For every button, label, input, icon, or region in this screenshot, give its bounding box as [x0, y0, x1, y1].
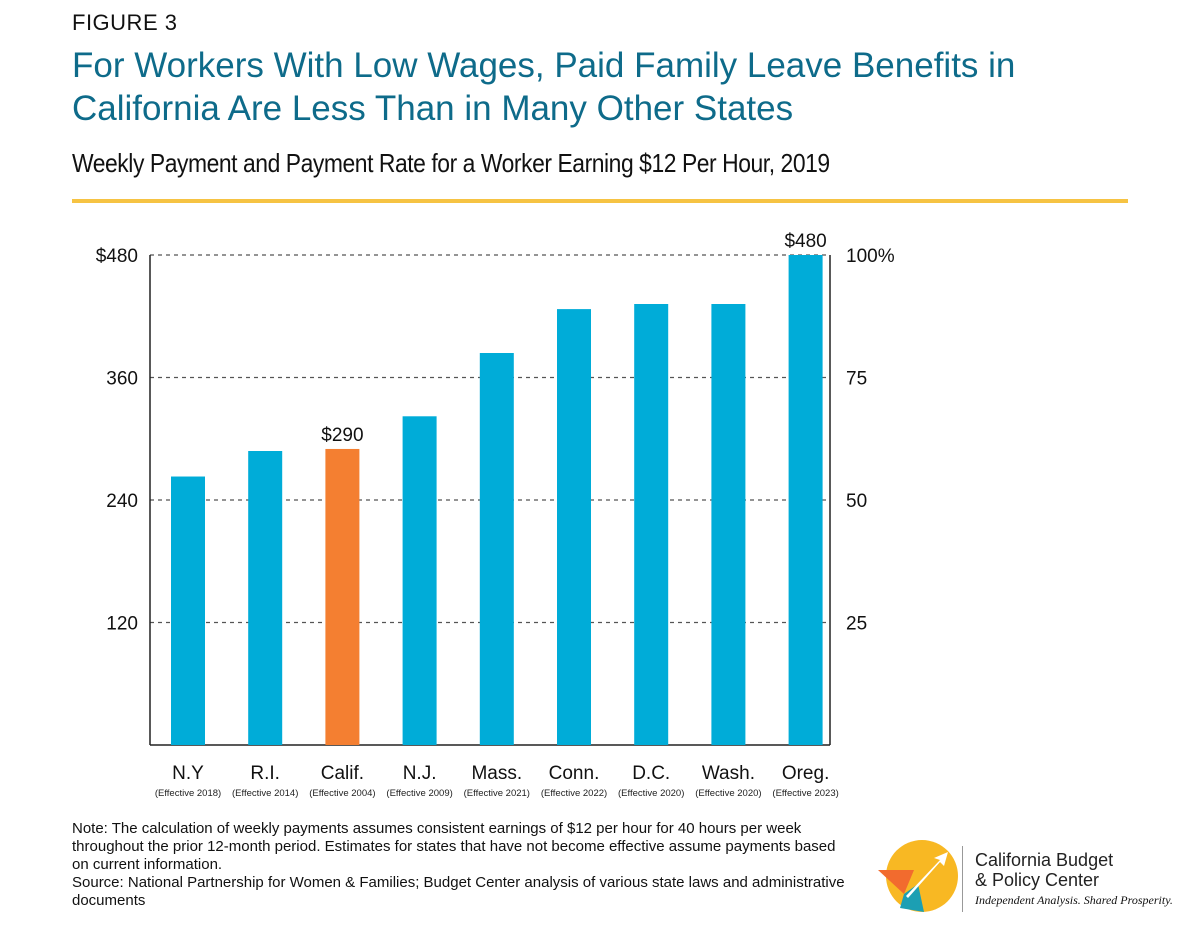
bar: [711, 304, 746, 745]
logo-divider: [962, 846, 963, 912]
budget-center-logo-icon: [878, 840, 958, 912]
bar: [634, 304, 669, 745]
x-tick-label: Mass.: [471, 763, 522, 784]
bar: [557, 309, 591, 745]
figure-label: FIGURE 3: [72, 10, 178, 35]
note-text: Note: The calculation of weekly payments…: [72, 820, 836, 873]
chart-subtitle: Weekly Payment and Payment Rate for a Wo…: [72, 148, 830, 178]
y-tick-label-left: 120: [106, 614, 138, 635]
x-tick-sublabel: (Effective 2020): [618, 788, 684, 799]
x-tick-sublabel: (Effective 2021): [464, 788, 530, 799]
x-tick-label: N.Y: [172, 763, 204, 784]
bar-chart: 120 240 360 $480 25 50 75 100% N.Y (Effective 201…: [96, 231, 895, 799]
bar: [402, 416, 437, 745]
x-tick-sublabel: (Effective 2004): [309, 788, 375, 799]
bar: [788, 255, 823, 745]
bar: [479, 353, 514, 745]
y-tick-label-right: 100%: [846, 246, 895, 267]
title-rule: [72, 199, 1128, 203]
y-tick-label-right: 50: [846, 491, 867, 512]
y-tick-label-right: 25: [846, 614, 867, 635]
logo-name-line2: & Policy Center: [975, 870, 1100, 890]
logo-tagline: Independent Analysis. Shared Prosperity.: [975, 893, 1173, 907]
x-tick-label: Calif.: [321, 763, 364, 784]
x-tick-sublabel: (Effective 2020): [695, 788, 761, 799]
chart-notes: Note: The calculation of weekly payments…: [72, 820, 852, 910]
data-label: $480: [784, 231, 826, 252]
x-tick-label: Oreg.: [782, 763, 830, 784]
logo-wordmark: California Budget & Policy Center: [975, 850, 1113, 890]
x-tick-label: D.C.: [632, 763, 670, 784]
x-tick-sublabel: (Effective 2023): [772, 788, 838, 799]
source-text: Source: National Partnership for Women &…: [72, 874, 845, 909]
bar: [248, 451, 283, 745]
x-tick-sublabel: (Effective 2018): [155, 788, 221, 799]
x-tick-label: Wash.: [702, 763, 755, 784]
x-tick-label: N.J.: [403, 763, 437, 784]
y-tick-label-left: 240: [106, 491, 138, 512]
x-tick-label: Conn.: [549, 763, 600, 784]
y-tick-label-left: $480: [96, 246, 138, 267]
chart-title: For Workers With Low Wages, Paid Family …: [72, 46, 1016, 128]
logo-name-line1: California Budget: [975, 850, 1114, 870]
bar: [171, 476, 205, 745]
x-tick-label: R.I.: [250, 763, 280, 784]
x-tick-sublabel: (Effective 2009): [386, 788, 452, 799]
data-label: $290: [321, 425, 363, 446]
bar: [325, 448, 360, 745]
x-tick-sublabel: (Effective 2022): [541, 788, 607, 799]
y-tick-label-left: 360: [106, 369, 138, 390]
x-tick-sublabel: (Effective 2014): [232, 788, 298, 799]
y-tick-label-right: 75: [846, 369, 867, 390]
